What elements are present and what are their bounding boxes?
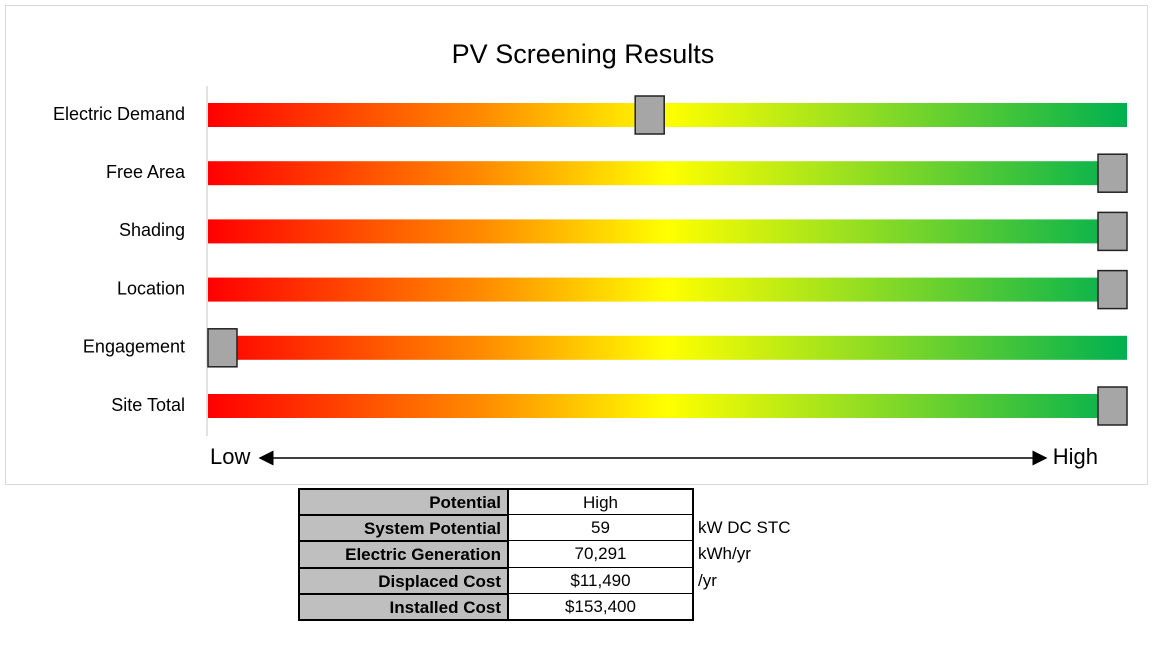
row-unit: kW DC STC [698,517,791,537]
row-value: $153,400 [509,594,694,621]
chart-title: PV Screening Results [452,39,715,69]
row-unit: kWh/yr [698,544,751,563]
gradient-bar [208,161,1127,186]
gradient-bar [208,335,1127,360]
gradient-bar [208,277,1127,302]
row-value: 59 [509,514,694,541]
row-value: 70,291 [509,541,694,568]
category-label: Free Area [106,162,186,182]
category-label: Site Total [111,395,185,415]
marker [1097,269,1128,310]
marker [207,328,238,368]
category-label: Engagement [83,337,185,357]
row-label: Displaced Cost [298,567,509,594]
category-label: Location [117,278,185,298]
x-tick-label: High [1053,444,1098,469]
row-label: Installed Cost [298,594,509,621]
category-label: Shading [119,220,185,240]
marker [634,95,665,135]
chart: PV Screening Results Electric Demand Free… [5,5,1148,485]
row-label: System Potential [298,514,509,541]
row-value: High [509,488,694,515]
row-label: Electric Generation [298,541,509,568]
category-label: Electric Demand [53,104,185,124]
gradient-bar [208,219,1127,244]
row-label: Potential [298,488,509,515]
row-value: $11,490 [509,567,694,594]
marker [1097,386,1128,426]
row-unit: /yr [698,570,717,590]
x-tick-label: Low [210,444,250,469]
gradient-bar [208,103,1127,127]
marker [1097,153,1128,193]
gradient-bar [208,394,1127,418]
marker [1097,211,1128,252]
